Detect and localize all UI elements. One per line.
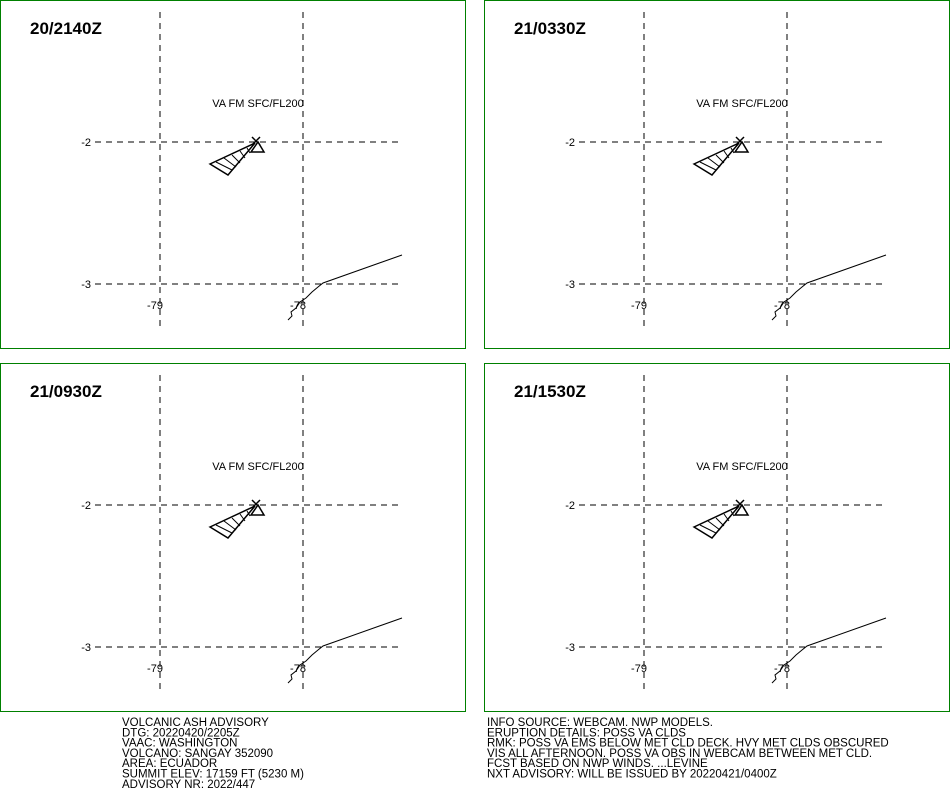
map-panel: 21/1530Z VA FM SFC/FL200 -2 -3 -79 -78 — [484, 363, 950, 712]
volcano-triangle — [733, 140, 750, 153]
lon-label: -78 — [774, 663, 790, 675]
ash-label: VA FM SFC/FL200 — [696, 461, 788, 473]
ash-hatch — [699, 161, 717, 171]
map-panel: 20/2140Z VA FM SFC/FL200 -2 -3 -79 -78 — [0, 0, 466, 349]
lon-label: -79 — [631, 663, 647, 675]
lat-label: -2 — [81, 137, 91, 149]
lat-label: -2 — [81, 500, 91, 512]
ash-label: VA FM SFC/FL200 — [212, 98, 304, 110]
ash-hatch — [239, 513, 246, 522]
advisory-line: VOLCANIC ASH ADVISORY — [122, 717, 269, 729]
ash-area — [208, 142, 256, 176]
advisory-line: FCST BASED ON NWP WINDS. ...LEVINE — [487, 758, 708, 770]
panel-border — [484, 0, 950, 349]
panel-border — [484, 363, 950, 712]
ash-hatch — [223, 157, 237, 168]
ash-hatch — [707, 157, 721, 168]
lat-label: -3 — [81, 279, 91, 291]
ash-hatch — [246, 510, 251, 517]
lat-label: -2 — [565, 500, 575, 512]
coastline — [287, 617, 403, 684]
advisory-line: SUMMIT ELEV: 17159 FT (5230 M) — [122, 769, 304, 781]
ash-area — [208, 505, 256, 539]
advisory-line: VOLCANO: SANGAY 352090 — [122, 748, 273, 760]
ash-hatch — [231, 517, 241, 527]
panel-time: 20/2140Z — [30, 19, 102, 38]
panel-time: 21/1530Z — [514, 382, 586, 401]
advisory-line: INFO SOURCE: WEBCAM. NWP MODELS. — [487, 717, 713, 729]
lon-label: -78 — [290, 663, 306, 675]
advisory-line: ADVISORY NR: 2022/447 — [122, 779, 255, 791]
lat-label: -3 — [81, 642, 91, 654]
ash-hatch — [730, 147, 735, 154]
ash-hatch — [715, 517, 725, 527]
map-panel: 21/0930Z VA FM SFC/FL200 -2 -3 -79 -78 — [0, 363, 466, 712]
ash-hatch — [707, 520, 721, 531]
lon-label: -79 — [147, 300, 163, 312]
panel-time: 21/0330Z — [514, 19, 586, 38]
ash-hatch — [730, 510, 735, 517]
ash-hatch — [223, 520, 237, 531]
ash-hatch — [215, 161, 233, 171]
panel-time: 21/0930Z — [30, 382, 102, 401]
advisory-line: DTG: 20220420/2205Z — [122, 727, 240, 739]
map-panel: 21/0330Z VA FM SFC/FL200 -2 -3 -79 -78 — [484, 0, 950, 349]
lat-label: -3 — [565, 642, 575, 654]
volcano-triangle — [733, 503, 750, 516]
volcano-triangle — [249, 503, 266, 516]
ash-hatch — [231, 154, 241, 164]
lon-label: -78 — [774, 300, 790, 312]
ash-hatch — [723, 513, 730, 522]
ash-area — [692, 505, 740, 539]
volcano-triangle — [249, 140, 266, 153]
ash-label: VA FM SFC/FL200 — [212, 461, 304, 473]
panel-border — [0, 0, 466, 349]
panel-border — [0, 363, 466, 712]
lat-label: -3 — [565, 279, 575, 291]
advisory-line: VIS ALL AFTERNOON. POSS VA OBS IN WEBCAM… — [487, 748, 872, 760]
advisory-line: NXT ADVISORY: WILL BE ISSUED BY 20220421… — [487, 769, 777, 781]
ash-hatch — [215, 524, 233, 534]
coastline — [771, 617, 887, 684]
advisory-line: RMK: POSS VA EMS BELOW MET CLD DECK. HVY… — [487, 738, 889, 750]
lon-label: -79 — [631, 300, 647, 312]
advisory-line: VAAC: WASHINGTON — [122, 738, 237, 750]
coastline — [771, 254, 887, 321]
ash-hatch — [699, 524, 717, 534]
lat-label: -2 — [565, 137, 575, 149]
advisory-line: AREA: ECUADOR — [122, 758, 217, 770]
ash-hatch — [246, 147, 251, 154]
advisory-line: ERUPTION DETAILS: POSS VA CLDS — [487, 727, 686, 739]
coastline — [287, 254, 403, 321]
lon-label: -79 — [147, 663, 163, 675]
lon-label: -78 — [290, 300, 306, 312]
ash-hatch — [239, 150, 246, 159]
ash-label: VA FM SFC/FL200 — [696, 98, 788, 110]
ash-hatch — [715, 154, 725, 164]
ash-hatch — [723, 150, 730, 159]
ash-area — [692, 142, 740, 176]
